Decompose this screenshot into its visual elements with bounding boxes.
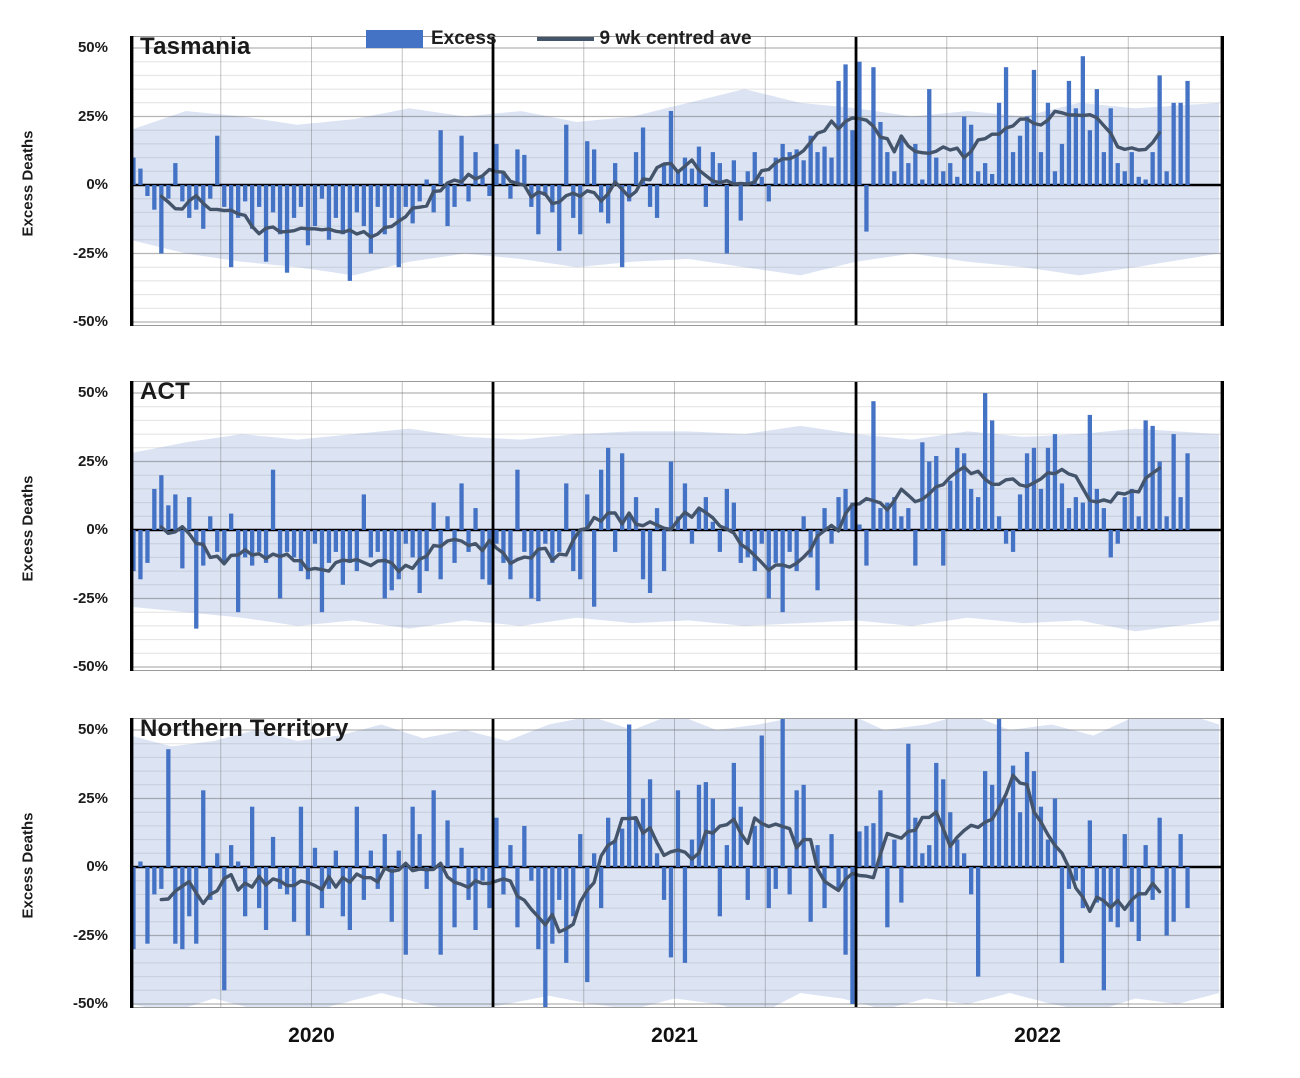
avg-line [159, 465, 1162, 574]
legend: Excess 9 wk centred ave [366, 26, 752, 52]
y-tick-label: -50% [72, 313, 108, 330]
y-tick-label: 50% [77, 39, 108, 56]
plot-area-northern-territory [130, 718, 1224, 1008]
legend-label-excess: Excess [431, 28, 497, 49]
chart-title-tasmania: Tasmania [140, 33, 251, 60]
excess-bar-swatch [366, 30, 423, 48]
y-tick-label: 0% [86, 521, 108, 538]
y-tick-label: 50% [77, 721, 108, 738]
chart-title-act: ACT [140, 378, 190, 405]
y-tick-label: -50% [72, 995, 108, 1012]
excess-bars [131, 393, 1190, 629]
y-tick-label: -25% [72, 244, 108, 262]
x-axis-year-label: 2022 [1014, 1024, 1061, 1047]
avg-line-swatch [536, 36, 594, 42]
y-tick-label: -50% [72, 658, 108, 675]
x-axis-year-label: 2020 [288, 1024, 335, 1047]
y-tick-label: 25% [77, 107, 108, 125]
y-axis-title: Excess Deaths [19, 812, 37, 919]
x-axis-year-label: 2021 [651, 1024, 698, 1047]
y-axis-title: Excess Deaths [19, 475, 37, 582]
avg-line [159, 773, 1162, 934]
excess-bars [131, 718, 1190, 1008]
excess-bars [131, 56, 1190, 281]
y-tick-label: 0% [86, 858, 108, 875]
confidence-band [130, 89, 1219, 276]
legend-label-avg: 9 wk centred ave [599, 28, 752, 49]
y-tick-label: -25% [72, 589, 108, 607]
y-tick-label: 0% [86, 176, 108, 193]
y-tick-label: 25% [77, 452, 108, 470]
avg-line [159, 109, 1162, 239]
confidence-band [130, 425, 1219, 632]
plot-area-tasmania [130, 36, 1224, 326]
y-axis-title: Excess Deaths [19, 130, 37, 237]
chart-title-northern-territory: Northern Territory [140, 715, 349, 742]
y-tick-label: 50% [77, 384, 108, 401]
y-tick-label: 25% [77, 789, 108, 807]
y-tick-label: -25% [72, 926, 108, 944]
plot-area-act [130, 381, 1224, 671]
